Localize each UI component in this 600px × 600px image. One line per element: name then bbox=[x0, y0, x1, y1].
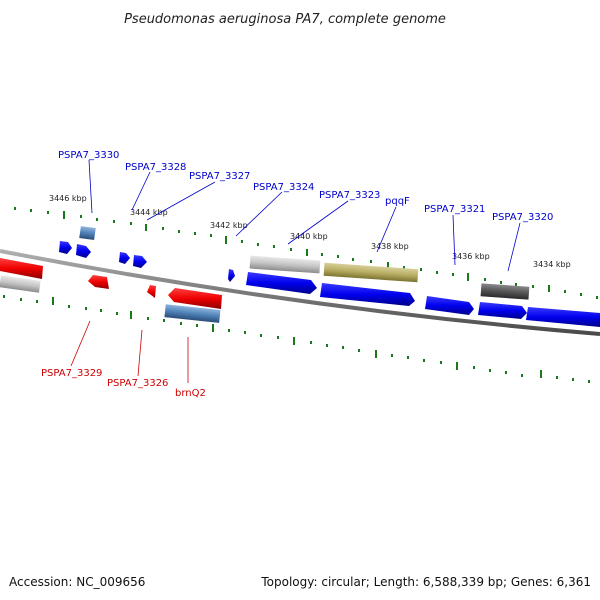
leader-line bbox=[287, 200, 349, 245]
leader-line bbox=[507, 222, 521, 272]
leader-line bbox=[376, 206, 397, 253]
gene-pspa7-3330[interactable] bbox=[79, 226, 96, 241]
gene-reverse-large[interactable] bbox=[168, 288, 222, 309]
leader-line bbox=[70, 320, 91, 367]
gene-forward-small[interactable] bbox=[133, 255, 147, 268]
kbp-label: 3442 kbp bbox=[210, 221, 248, 230]
gene-forward-large[interactable] bbox=[246, 272, 317, 294]
gene-brnq2[interactable] bbox=[164, 304, 221, 323]
gene-label-pspa7-3324[interactable]: PSPA7_3324 bbox=[253, 182, 314, 193]
bottom-gene-labels: PSPA7_3329 PSPA7_3326 brnQ2 bbox=[41, 320, 206, 399]
gene-forward-small[interactable] bbox=[59, 241, 72, 254]
leader-line bbox=[131, 171, 151, 211]
gene-pspa7-3321[interactable] bbox=[425, 296, 474, 315]
topology-text: Topology: circular; Length: 6,588,339 bp… bbox=[260, 575, 591, 589]
kbp-label: 3444 kbp bbox=[130, 208, 168, 217]
kbp-label: 3438 kbp bbox=[371, 242, 409, 251]
gene-label-pspa7-3323[interactable]: PSPA7_3323 bbox=[319, 190, 380, 201]
gene-forward-large[interactable] bbox=[320, 283, 415, 306]
gene-pspa7-3329[interactable] bbox=[88, 275, 109, 289]
gene-pspa7-3326[interactable] bbox=[147, 285, 156, 298]
leader-line bbox=[137, 329, 143, 377]
kbp-label: 3446 kbp bbox=[49, 194, 87, 203]
gene-label-pspa7-3329[interactable]: PSPA7_3329 bbox=[41, 368, 102, 379]
gene-label-brnq2[interactable]: brnQ2 bbox=[175, 388, 206, 399]
map-title: Pseudomonas aeruginosa PA7, complete gen… bbox=[124, 12, 446, 27]
genome-backbone bbox=[0, 249, 600, 336]
kbp-label: 3434 kbp bbox=[533, 260, 571, 269]
gene-label-pspa7-3321[interactable]: PSPA7_3321 bbox=[424, 204, 485, 215]
gene-forward-small[interactable] bbox=[228, 269, 235, 282]
accession-text: Accession: NC_009656 bbox=[9, 575, 145, 589]
gene-label-pspa7-3330[interactable]: PSPA7_3330 bbox=[58, 150, 119, 161]
gene-label-pspa7-3328[interactable]: PSPA7_3328 bbox=[125, 162, 186, 173]
gene-pspa7-3324[interactable] bbox=[249, 255, 321, 274]
gene-forward-small[interactable] bbox=[76, 244, 91, 258]
gene-pqqf[interactable] bbox=[323, 262, 419, 283]
gene-label-pspa7-3320[interactable]: PSPA7_3320 bbox=[492, 212, 553, 223]
kbp-label: 3440 kbp bbox=[290, 232, 328, 241]
gene-pspa7-3320[interactable] bbox=[480, 283, 530, 300]
kbp-label: 3436 kbp bbox=[452, 252, 490, 261]
scale-labels: 3446 kbp 3444 kbp 3442 kbp 3440 kbp 3438… bbox=[49, 194, 571, 269]
gene-forward-large[interactable] bbox=[526, 307, 600, 327]
gene-label-pspa7-3326[interactable]: PSPA7_3326 bbox=[107, 378, 168, 389]
leader-line bbox=[235, 191, 283, 237]
gene-forward-large[interactable] bbox=[478, 302, 527, 319]
gene-forward-small[interactable] bbox=[119, 252, 130, 264]
inner-ruler bbox=[3, 295, 590, 383]
gene-reverse-large[interactable] bbox=[0, 258, 43, 279]
leader-line bbox=[88, 159, 93, 214]
gene-reverse-gray[interactable] bbox=[0, 275, 41, 293]
top-gene-labels: PSPA7_3330 PSPA7_3328 PSPA7_3327 PSPA7_3… bbox=[58, 150, 553, 272]
leader-line bbox=[146, 181, 216, 221]
gene-label-pqqf[interactable]: pqqF bbox=[385, 196, 410, 207]
scale-ruler bbox=[14, 207, 598, 299]
leader-line bbox=[452, 214, 456, 266]
reverse-genes bbox=[0, 258, 222, 323]
forward-genes bbox=[59, 226, 600, 327]
gene-label-pspa7-3327[interactable]: PSPA7_3327 bbox=[189, 171, 250, 182]
